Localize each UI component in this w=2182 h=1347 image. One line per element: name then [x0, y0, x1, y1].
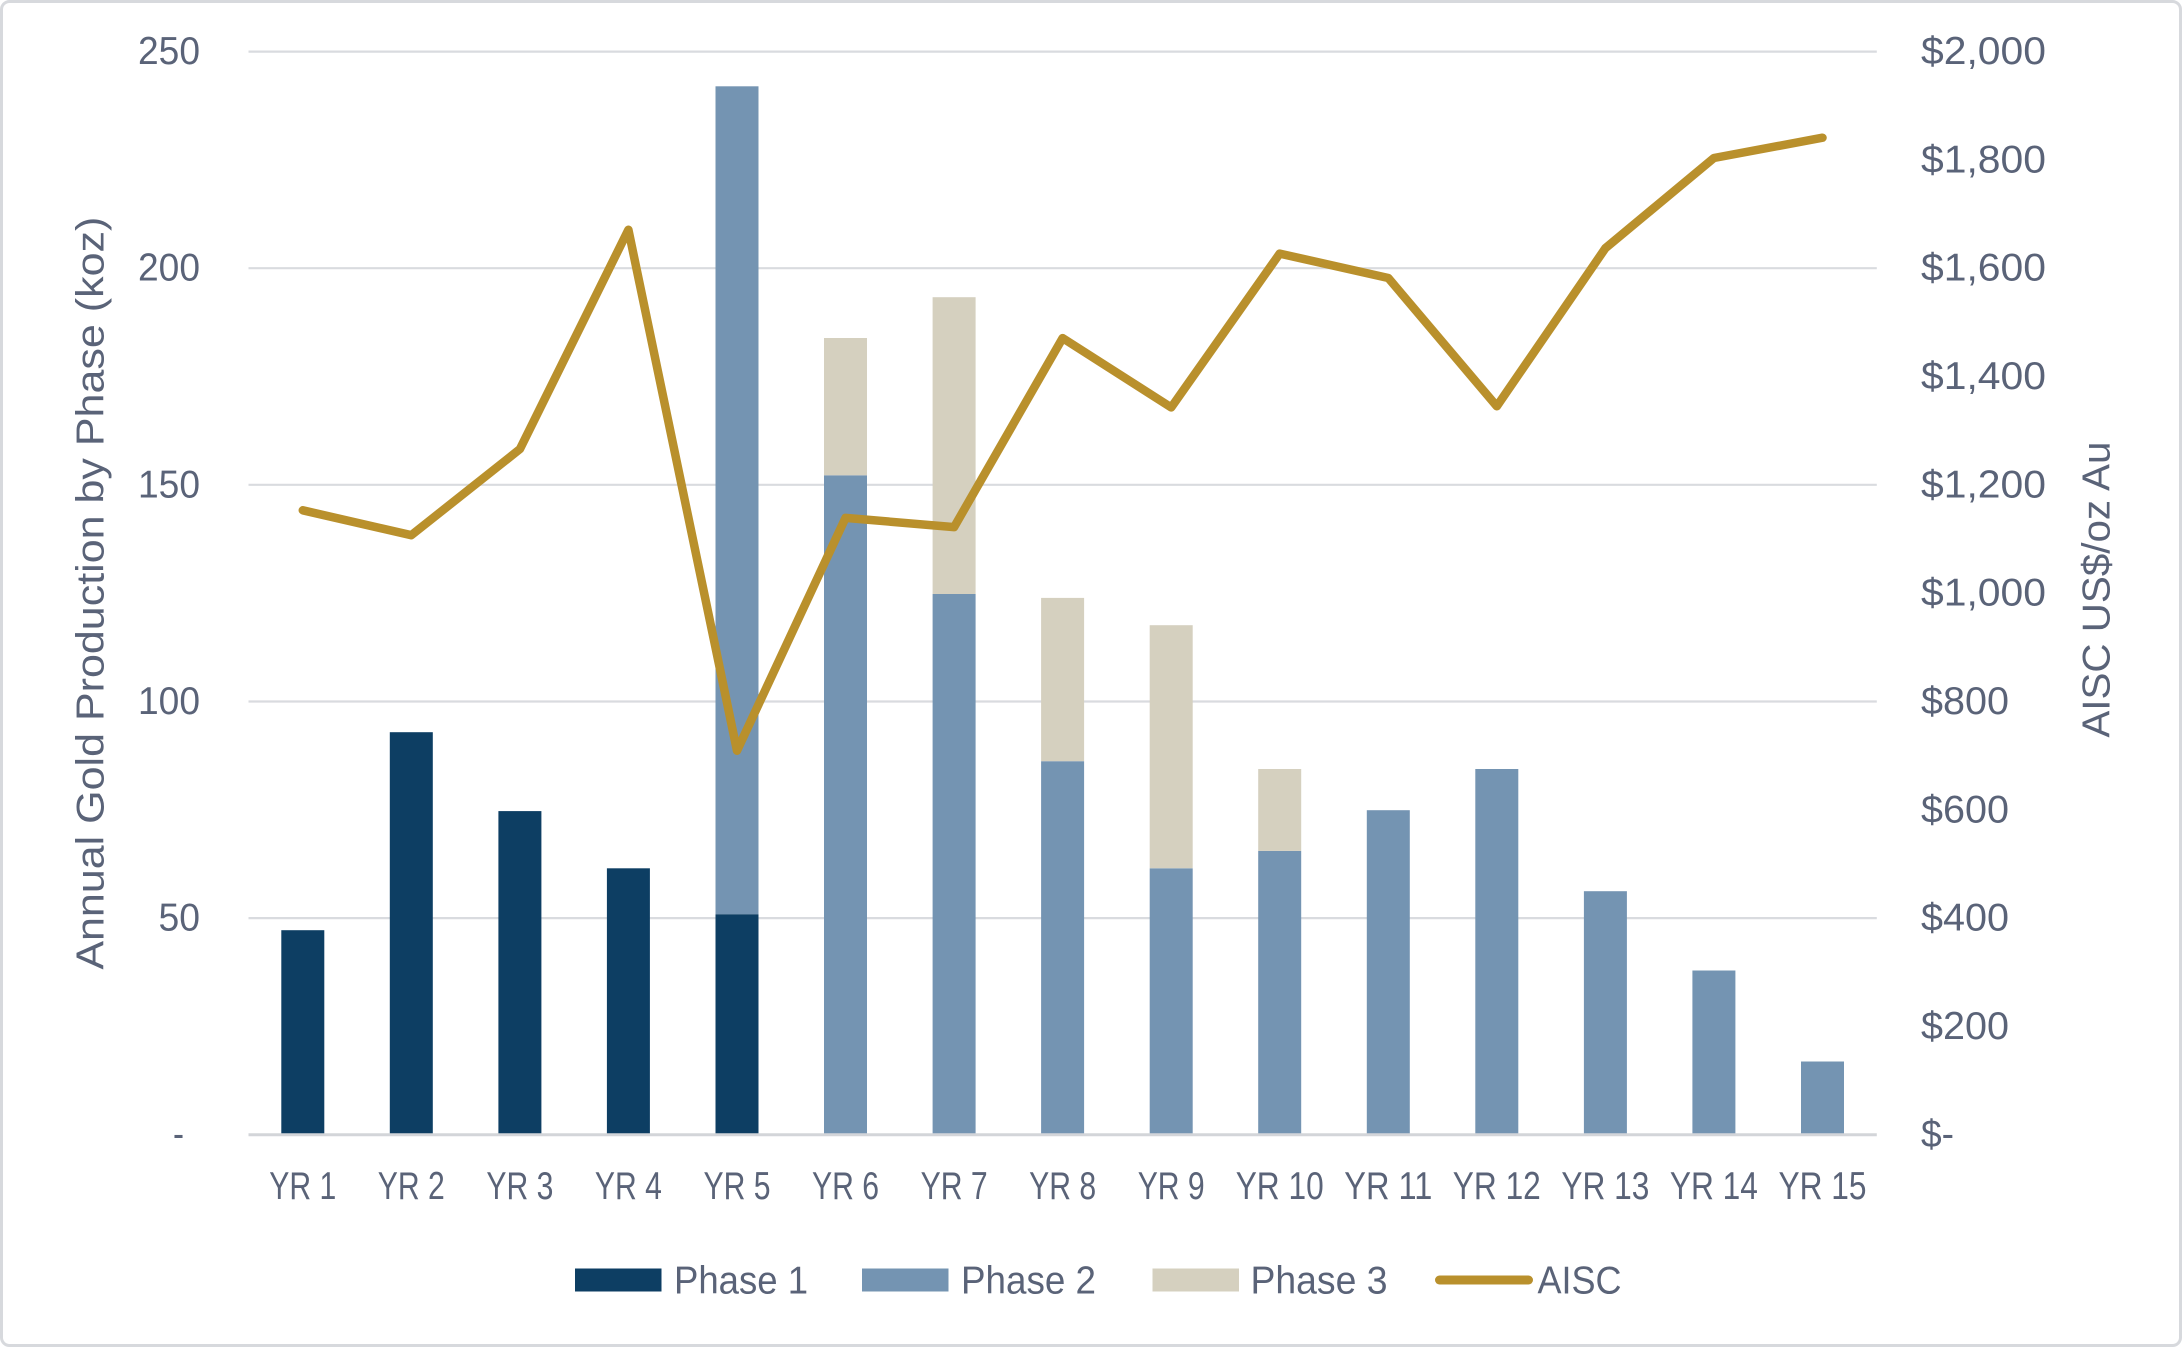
svg-text:YR 14: YR 14 — [1670, 1165, 1758, 1208]
svg-text:YR 9: YR 9 — [1138, 1165, 1205, 1208]
svg-text:$200: $200 — [1921, 1005, 2009, 1048]
svg-text:$-: $- — [1921, 1113, 1954, 1156]
svg-text:YR 5: YR 5 — [704, 1165, 771, 1208]
svg-text:YR 8: YR 8 — [1029, 1165, 1096, 1208]
svg-text:-: - — [173, 1113, 184, 1156]
svg-text:$1,600: $1,600 — [1921, 247, 2046, 290]
svg-text:YR 7: YR 7 — [921, 1165, 988, 1208]
svg-text:Phase 3: Phase 3 — [1251, 1260, 1388, 1303]
svg-text:100: 100 — [138, 680, 200, 723]
svg-text:YR 4: YR 4 — [595, 1165, 662, 1208]
svg-text:Annual Gold Production by Phas: Annual Gold Production by Phase (koz) — [70, 217, 113, 970]
svg-text:$1,800: $1,800 — [1921, 138, 2046, 181]
svg-text:YR 6: YR 6 — [812, 1165, 879, 1208]
svg-text:250: 250 — [138, 30, 200, 73]
svg-text:$400: $400 — [1921, 897, 2009, 940]
svg-text:$1,200: $1,200 — [1921, 463, 2046, 506]
svg-text:AISC: AISC — [1538, 1260, 1622, 1303]
svg-text:YR 15: YR 15 — [1779, 1165, 1867, 1208]
svg-text:Phase 1: Phase 1 — [674, 1260, 808, 1303]
svg-text:$2,000: $2,000 — [1921, 30, 2046, 73]
svg-text:YR 11: YR 11 — [1344, 1165, 1432, 1208]
svg-text:YR 3: YR 3 — [486, 1165, 553, 1208]
svg-text:YR 10: YR 10 — [1236, 1165, 1324, 1208]
svg-text:$600: $600 — [1921, 788, 2009, 831]
svg-text:$800: $800 — [1921, 680, 2009, 723]
svg-text:200: 200 — [138, 247, 200, 290]
svg-text:AISC US$/oz Au: AISC US$/oz Au — [2076, 442, 2119, 738]
svg-text:150: 150 — [138, 463, 200, 506]
svg-text:$1,000: $1,000 — [1921, 572, 2046, 615]
svg-text:YR 2: YR 2 — [378, 1165, 445, 1208]
svg-text:YR 13: YR 13 — [1561, 1165, 1649, 1208]
svg-text:50: 50 — [159, 897, 201, 940]
svg-text:YR 12: YR 12 — [1453, 1165, 1541, 1208]
svg-text:$1,400: $1,400 — [1921, 355, 2046, 398]
svg-text:Phase 2: Phase 2 — [961, 1260, 1096, 1303]
svg-text:YR 1: YR 1 — [269, 1165, 336, 1208]
